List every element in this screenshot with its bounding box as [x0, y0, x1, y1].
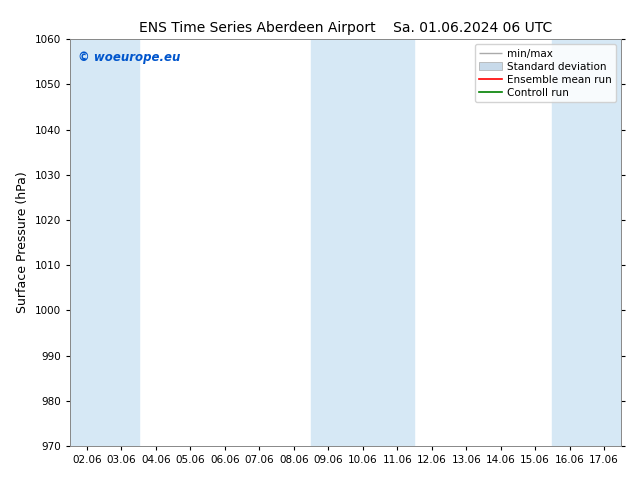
- Bar: [311, 39, 415, 446]
- Text: © woeurope.eu: © woeurope.eu: [78, 51, 181, 64]
- Legend: min/max, Standard deviation, Ensemble mean run, Controll run: min/max, Standard deviation, Ensemble me…: [475, 45, 616, 102]
- Title: ENS Time Series Aberdeen Airport    Sa. 01.06.2024 06 UTC: ENS Time Series Aberdeen Airport Sa. 01.…: [139, 21, 552, 35]
- Bar: [70, 39, 139, 446]
- Bar: [552, 39, 621, 446]
- Y-axis label: Surface Pressure (hPa): Surface Pressure (hPa): [16, 172, 29, 314]
